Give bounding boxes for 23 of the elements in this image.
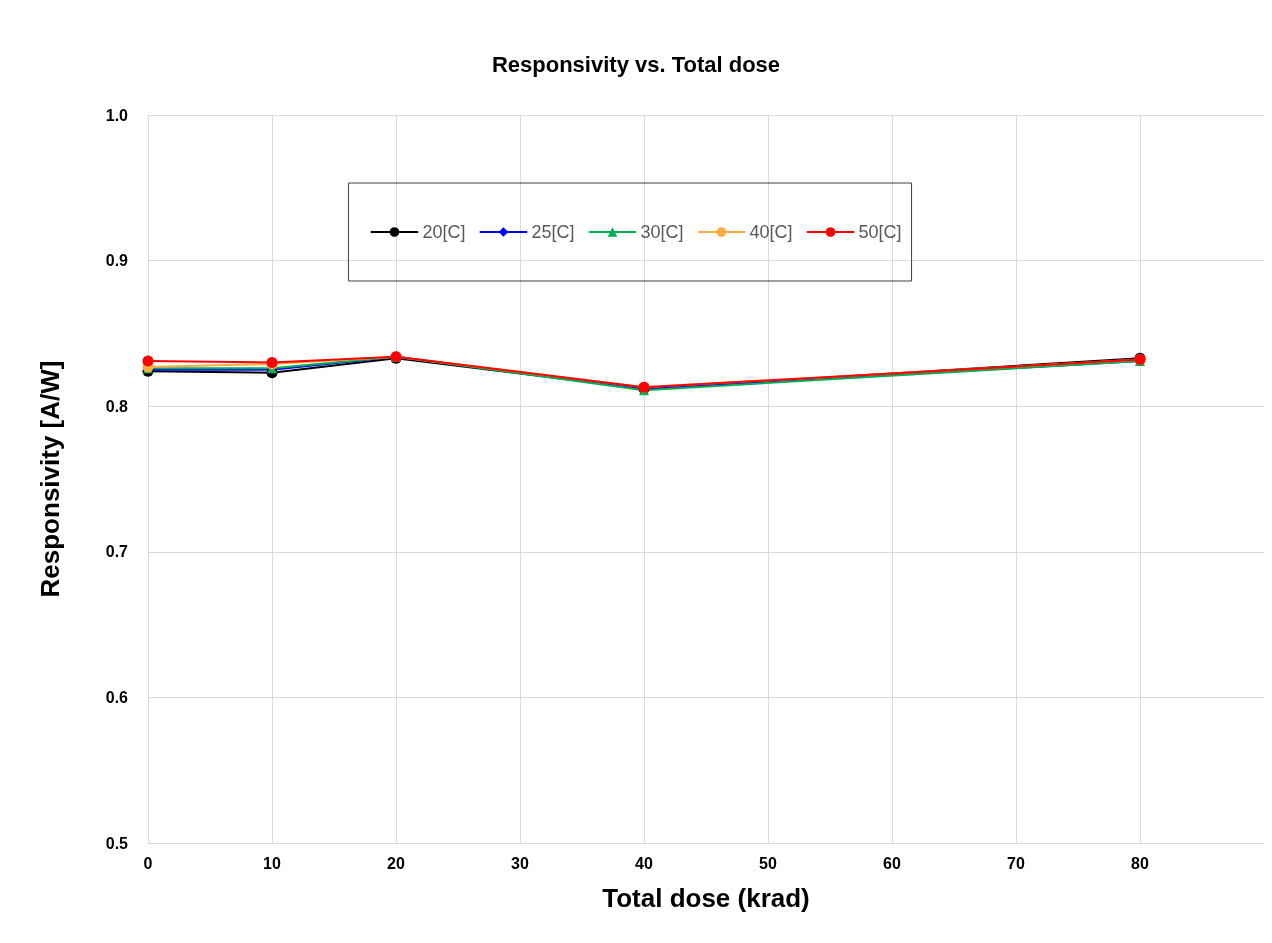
legend-label: 40[C] [749,222,793,242]
x-tick-label: 70 [1007,854,1025,872]
legend-label: 25[C] [531,222,575,242]
x-tick-label: 30 [511,854,529,872]
y-tick-label: 0.9 [105,252,129,270]
x-axis-title: Total dose (krad) [602,883,810,913]
x-tick-label: 50 [759,854,777,872]
y-tick-label: 0.6 [105,688,129,706]
x-tick-label: 0 [143,854,153,872]
legend-label: 20[C] [422,222,466,242]
y-tick-label: 0.7 [105,543,129,561]
y-tick-label: 1.0 [105,106,129,124]
y-axis-title: Responsivity [A/W] [35,360,65,598]
y-tick-label: 0.8 [105,397,129,415]
x-tick-label: 80 [1131,854,1149,872]
y-tick-label: 0.5 [105,834,129,852]
legend-label: 30[C] [640,222,684,242]
x-tick-label: 10 [263,854,281,872]
x-tick-label: 60 [883,854,901,872]
x-tick-label: 20 [387,854,405,872]
chart-title: Responsivity vs. Total dose [491,51,781,77]
x-tick-label: 40 [635,854,653,872]
legend-label: 50[C] [858,222,902,242]
